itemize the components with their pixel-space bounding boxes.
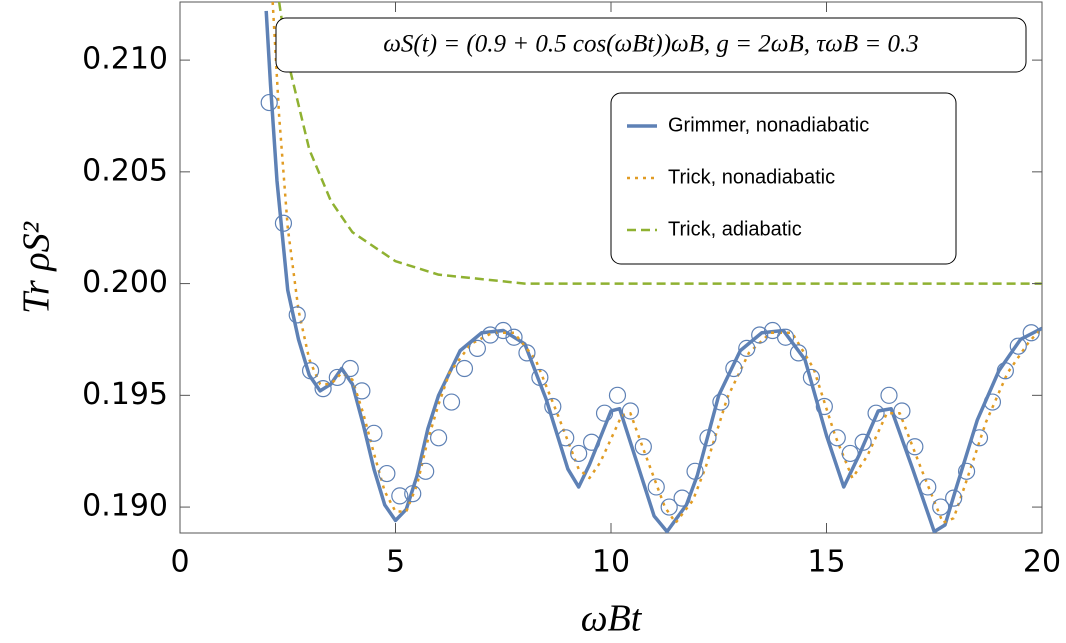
x-tick-label: 0 xyxy=(170,545,189,580)
data-point xyxy=(634,438,652,456)
data-point xyxy=(430,429,448,447)
data-point xyxy=(341,359,359,378)
data-point xyxy=(544,397,562,416)
data-point xyxy=(455,359,474,378)
data-point xyxy=(314,380,332,398)
data-point xyxy=(673,489,691,507)
legend-label: Grimmer, nonadiabatic xyxy=(668,114,869,136)
data-point xyxy=(751,326,769,344)
y-tick-label: 0.195 xyxy=(82,377,168,412)
data-point xyxy=(815,397,833,416)
data-point xyxy=(725,359,743,378)
data-point xyxy=(621,402,639,420)
data-point xyxy=(570,444,588,463)
annotation: ωS(t) = (0.9 + 0.5 cos(ωBt))ωB, g = 2ωB,… xyxy=(383,31,918,58)
legend-label: Trick, adiabatic xyxy=(668,218,802,240)
plot-frame xyxy=(179,1,1043,534)
data-point xyxy=(494,321,512,340)
data-point xyxy=(906,438,924,456)
data-point xyxy=(328,368,346,387)
data-point xyxy=(854,433,872,451)
data-point xyxy=(957,462,976,480)
series-line xyxy=(264,10,1042,533)
data-point xyxy=(660,498,678,516)
data-point xyxy=(608,386,627,404)
data-point xyxy=(417,462,435,480)
data-point xyxy=(970,429,989,447)
data-point xyxy=(365,424,383,442)
data-point xyxy=(518,344,536,362)
data-point xyxy=(505,328,523,346)
data-point xyxy=(932,498,950,516)
data-point xyxy=(288,306,306,324)
data-point xyxy=(583,433,601,451)
data-point xyxy=(557,429,575,447)
data-point xyxy=(738,339,756,358)
data-point xyxy=(481,326,499,344)
y-tick-label: 0.190 xyxy=(82,489,168,524)
data-point xyxy=(712,393,730,411)
data-point xyxy=(945,489,963,507)
x-tick-label: 20 xyxy=(1023,545,1061,580)
data-point xyxy=(893,402,911,420)
data-point xyxy=(867,404,885,422)
data-point xyxy=(647,478,665,496)
data-point xyxy=(802,368,821,387)
data-point xyxy=(531,368,549,387)
x-tick-label: 15 xyxy=(807,545,845,580)
legend-label: Trick, nonadiabatic xyxy=(668,166,835,188)
y-tick-label: 0.200 xyxy=(82,265,168,300)
data-point xyxy=(353,382,371,400)
data-point xyxy=(983,393,1002,411)
data-point xyxy=(841,444,859,463)
data-point xyxy=(468,339,486,358)
data-point xyxy=(391,487,409,505)
data-point xyxy=(828,429,846,447)
data-point xyxy=(1022,324,1040,342)
legend-box xyxy=(610,92,957,265)
y-tick-label: 0.210 xyxy=(82,42,168,77)
data-point xyxy=(260,93,278,112)
data-point xyxy=(274,214,293,232)
data-point xyxy=(776,328,795,346)
x-tick-label: 10 xyxy=(592,545,630,580)
data-point xyxy=(699,429,717,447)
x-tick-label: 5 xyxy=(386,545,405,580)
data-point xyxy=(1009,337,1027,355)
data-point xyxy=(919,478,937,496)
data-point xyxy=(442,393,461,411)
data-point xyxy=(595,404,614,422)
x-axis-label: ωBt xyxy=(581,598,643,640)
data-point xyxy=(686,462,704,480)
data-point xyxy=(996,362,1014,380)
data-point xyxy=(378,464,396,483)
plot-area xyxy=(260,2,1042,533)
y-axis-label: Tr ρS² xyxy=(16,221,58,314)
data-point xyxy=(404,485,422,503)
series-line xyxy=(277,2,1042,285)
y-tick-label: 0.205 xyxy=(82,153,168,188)
annotation-box xyxy=(275,17,1027,73)
data-point xyxy=(789,344,808,362)
data-point xyxy=(880,386,898,404)
data-point xyxy=(301,362,320,380)
